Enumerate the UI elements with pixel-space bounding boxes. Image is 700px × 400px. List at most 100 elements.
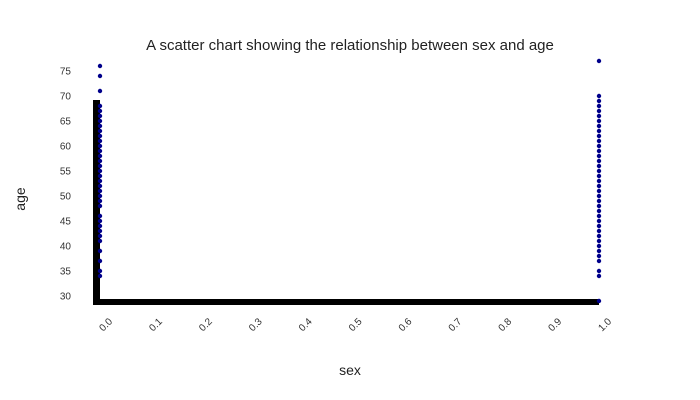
data-point xyxy=(97,223,103,229)
x-tick-label: 0.4 xyxy=(297,316,315,334)
data-point xyxy=(97,238,103,244)
data-point xyxy=(596,298,602,304)
data-point xyxy=(596,118,602,124)
data-point xyxy=(596,148,602,154)
data-point xyxy=(596,208,602,214)
x-tick-label: 0.1 xyxy=(147,316,165,334)
data-point xyxy=(596,223,602,229)
data-point xyxy=(97,273,103,279)
data-point xyxy=(97,213,103,219)
x-tick-label: 0.6 xyxy=(397,316,415,334)
x-tick-label: 0.3 xyxy=(247,316,265,334)
data-point xyxy=(596,238,602,244)
y-tick-label: 45 xyxy=(60,217,72,228)
axes xyxy=(93,100,599,305)
y-tick-label: 65 xyxy=(60,117,72,128)
x-tick-label: 0.7 xyxy=(447,316,465,334)
data-point xyxy=(97,188,103,194)
data-point xyxy=(596,158,602,164)
data-point xyxy=(97,203,103,209)
data-point xyxy=(596,203,602,209)
data-point xyxy=(97,128,103,134)
data-point xyxy=(596,153,602,159)
data-point xyxy=(97,88,103,94)
y-axis-title: age xyxy=(12,187,28,211)
data-point xyxy=(97,108,103,114)
data-point xyxy=(97,123,103,129)
y-tick-label: 55 xyxy=(60,167,72,178)
y-tick-label: 60 xyxy=(60,142,72,153)
y-tick-label: 40 xyxy=(60,242,72,253)
x-axis-title: sex xyxy=(339,362,361,378)
y-axis-line xyxy=(93,100,100,305)
data-point xyxy=(596,133,602,139)
x-tick-label: 0.0 xyxy=(97,316,115,334)
data-point xyxy=(596,253,602,259)
data-point xyxy=(596,213,602,219)
data-point xyxy=(97,173,103,179)
data-point xyxy=(97,148,103,154)
y-tick-label: 75 xyxy=(60,67,72,78)
data-point xyxy=(97,168,103,174)
data-point xyxy=(596,218,602,224)
data-point xyxy=(97,158,103,164)
data-point xyxy=(97,113,103,119)
data-point xyxy=(97,193,103,199)
data-point xyxy=(97,73,103,79)
data-points xyxy=(97,58,602,304)
data-point xyxy=(596,168,602,174)
x-tick-label: 0.2 xyxy=(197,316,215,334)
data-point xyxy=(97,63,103,69)
data-point xyxy=(97,218,103,224)
y-tick-label: 70 xyxy=(60,92,72,103)
data-point xyxy=(97,178,103,184)
data-point xyxy=(596,58,602,64)
data-point xyxy=(97,143,103,149)
data-point xyxy=(596,188,602,194)
y-axis-ticks: 30 35 40 45 50 55 60 65 70 75 xyxy=(60,67,72,303)
data-point xyxy=(596,243,602,249)
data-point xyxy=(596,183,602,189)
data-point xyxy=(97,228,103,234)
data-point xyxy=(596,273,602,279)
data-point xyxy=(97,103,103,109)
data-point xyxy=(97,133,103,139)
data-point xyxy=(596,103,602,109)
data-point xyxy=(596,173,602,179)
data-point xyxy=(97,138,103,144)
data-point xyxy=(596,138,602,144)
x-tick-label: 1.0 xyxy=(596,316,614,334)
data-point xyxy=(97,118,103,124)
data-point xyxy=(97,268,103,274)
x-tick-label: 0.8 xyxy=(497,316,515,334)
data-point xyxy=(596,113,602,119)
data-point xyxy=(596,128,602,134)
data-point xyxy=(596,233,602,239)
data-point xyxy=(596,178,602,184)
y-tick-label: 30 xyxy=(60,292,72,303)
y-tick-label: 50 xyxy=(60,192,72,203)
data-point xyxy=(596,93,602,99)
data-point xyxy=(596,198,602,204)
data-point xyxy=(97,258,103,264)
data-point xyxy=(596,248,602,254)
data-point xyxy=(97,198,103,204)
data-point xyxy=(97,233,103,239)
chart-title: A scatter chart showing the relationship… xyxy=(146,37,554,54)
data-point xyxy=(596,258,602,264)
data-point xyxy=(596,193,602,199)
x-axis-line xyxy=(93,299,599,305)
data-point xyxy=(97,248,103,254)
data-point xyxy=(596,268,602,274)
x-tick-label: 0.9 xyxy=(547,316,565,334)
data-point xyxy=(596,98,602,104)
data-point xyxy=(97,153,103,159)
x-axis-ticks: 0.0 0.1 0.2 0.3 0.4 0.5 0.6 0.7 0.8 0.9 1.0 xyxy=(97,316,614,334)
data-point xyxy=(97,183,103,189)
data-point xyxy=(97,163,103,169)
y-tick-label: 35 xyxy=(60,267,72,278)
x-tick-label: 0.5 xyxy=(347,316,365,334)
data-point xyxy=(596,163,602,169)
